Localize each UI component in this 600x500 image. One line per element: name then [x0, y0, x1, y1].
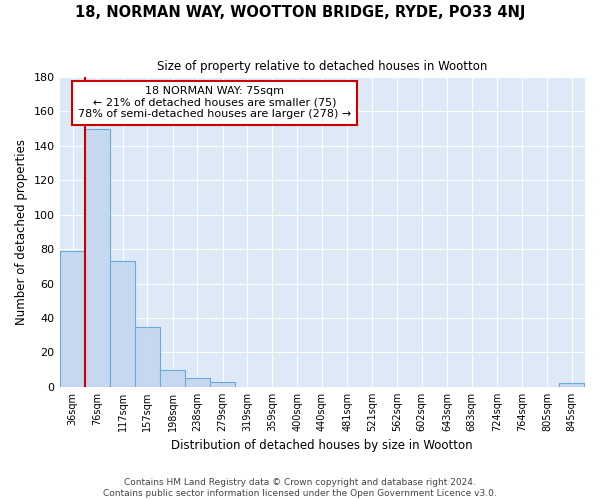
- Bar: [60, 251, 85, 387]
- X-axis label: Distribution of detached houses by size in Wootton: Distribution of detached houses by size …: [172, 440, 473, 452]
- Title: Size of property relative to detached houses in Wootton: Size of property relative to detached ho…: [157, 60, 487, 73]
- Bar: [110, 261, 136, 387]
- Bar: [135, 326, 160, 387]
- Text: 18 NORMAN WAY: 75sqm
← 21% of detached houses are smaller (75)
78% of semi-detac: 18 NORMAN WAY: 75sqm ← 21% of detached h…: [78, 86, 351, 120]
- Bar: [85, 128, 110, 387]
- Bar: [559, 384, 584, 387]
- Y-axis label: Number of detached properties: Number of detached properties: [15, 139, 28, 325]
- Bar: [160, 370, 185, 387]
- Text: Contains HM Land Registry data © Crown copyright and database right 2024.
Contai: Contains HM Land Registry data © Crown c…: [103, 478, 497, 498]
- Text: 18, NORMAN WAY, WOOTTON BRIDGE, RYDE, PO33 4NJ: 18, NORMAN WAY, WOOTTON BRIDGE, RYDE, PO…: [75, 5, 525, 20]
- Bar: [210, 382, 235, 387]
- Bar: [185, 378, 210, 387]
